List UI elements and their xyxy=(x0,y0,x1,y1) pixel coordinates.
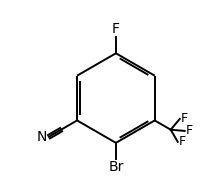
Text: F: F xyxy=(181,112,188,125)
Text: Br: Br xyxy=(108,160,124,174)
Text: F: F xyxy=(112,22,120,36)
Text: F: F xyxy=(179,135,186,148)
Text: F: F xyxy=(186,124,193,137)
Text: N: N xyxy=(37,130,47,144)
